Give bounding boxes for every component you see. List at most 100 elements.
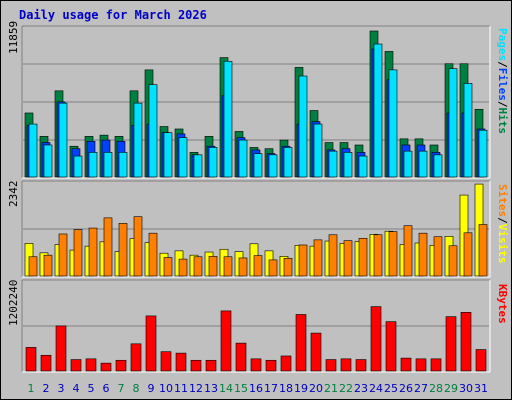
sites-bar [358, 237, 368, 277]
kbytes-bar [445, 316, 457, 372]
sites-bar [373, 234, 383, 277]
kbytes-bar [415, 358, 427, 372]
kbytes-bar [250, 358, 262, 372]
sites-bar [448, 245, 458, 277]
kbytes-bar [340, 358, 352, 372]
sites-bar [313, 239, 323, 277]
kbytes-bar [265, 359, 277, 372]
sites-bar [478, 224, 488, 277]
pages-bar [238, 139, 248, 178]
day-label: 23 [354, 382, 368, 395]
day-label: 20 [309, 382, 323, 395]
sites-bar [238, 257, 248, 277]
pages-bar [43, 144, 53, 178]
pages-bar [463, 83, 473, 178]
day-label: 11 [174, 382, 188, 395]
sites-bar [148, 232, 158, 277]
kbytes-bar [85, 358, 97, 372]
day-label: 26 [399, 382, 413, 395]
pages-bar [268, 154, 278, 178]
sites-bar [133, 216, 143, 277]
day-label: 3 [58, 382, 65, 395]
sites-bar [328, 234, 338, 277]
pages-bar [223, 60, 233, 178]
kbytes-bar [370, 306, 382, 372]
sites-bar [343, 240, 353, 277]
sites-bar [178, 258, 188, 277]
sites-bar [58, 233, 68, 277]
day-label: 12 [189, 382, 203, 395]
day-label: 28 [429, 382, 443, 395]
sites-bar [73, 229, 83, 277]
kbytes-bar [145, 315, 157, 372]
kbytes-bar [130, 343, 142, 372]
day-label: 24 [369, 382, 383, 395]
pages-bar [373, 43, 383, 178]
kbytes-bar [100, 362, 112, 372]
kbytes-bar [190, 359, 202, 372]
kbytes-bar [160, 351, 172, 372]
pages-bar [28, 123, 38, 178]
day-label: 14 [219, 382, 233, 395]
pages-bar [448, 68, 458, 178]
day-label: 10 [159, 382, 173, 395]
kbytes-bar [310, 332, 322, 372]
day-label: 9 [148, 382, 155, 395]
sites-bar [298, 244, 308, 277]
day-label: 15 [234, 382, 248, 395]
sites-bar [163, 257, 173, 277]
pages-bar [283, 147, 293, 178]
pages-bar [328, 150, 338, 178]
pages-bar [298, 75, 308, 178]
kbytes-bar [220, 310, 232, 372]
sites-bar [118, 223, 128, 277]
day-label: 22 [339, 382, 353, 395]
pages-bar [418, 150, 428, 178]
day-label: 4 [73, 382, 80, 395]
pages-bar [358, 155, 368, 178]
pages-bar [313, 123, 323, 178]
day-label: 13 [204, 382, 218, 395]
pages-bar [478, 129, 488, 178]
day-label: 29 [444, 382, 458, 395]
kbytes-bar [325, 359, 337, 372]
day-label: 19 [294, 382, 308, 395]
day-label: 6 [103, 382, 110, 395]
pages-bar [193, 154, 203, 178]
kbytes-bar [475, 349, 487, 372]
kbytes-bar [280, 355, 292, 372]
sites-bar [418, 232, 428, 277]
sites-bar [193, 256, 203, 277]
day-label: 21 [324, 382, 338, 395]
sites-bar [403, 225, 413, 277]
day-label: 2 [43, 382, 50, 395]
sites-bar [28, 256, 38, 277]
pages-bar [163, 132, 173, 178]
kbytes-bar [205, 359, 217, 372]
sites-bar [388, 231, 398, 277]
pages-bar [208, 147, 218, 178]
kbytes-bar [40, 354, 52, 372]
sites-bar [283, 258, 293, 277]
kbytes-bar [355, 359, 367, 372]
kbytes-bar [460, 312, 472, 372]
kbytes-bar [115, 359, 127, 372]
pages-bar [103, 152, 113, 178]
sites-bar [223, 256, 233, 277]
kbytes-bar [430, 358, 442, 372]
pages-bar [133, 102, 143, 178]
pages-bar [433, 154, 443, 178]
kbytes-bar [295, 314, 307, 372]
sites-bar [43, 254, 53, 277]
day-label: 17 [264, 382, 278, 395]
pages-bar [73, 155, 83, 178]
pages-bar [118, 152, 128, 178]
pages-bar [403, 150, 413, 178]
day-label: 5 [88, 382, 95, 395]
kbytes-bar [175, 352, 187, 372]
sites-bar [268, 259, 278, 277]
kbytes-bar [70, 359, 82, 372]
kbytes-bar [25, 347, 37, 372]
day-label: 30 [459, 382, 473, 395]
